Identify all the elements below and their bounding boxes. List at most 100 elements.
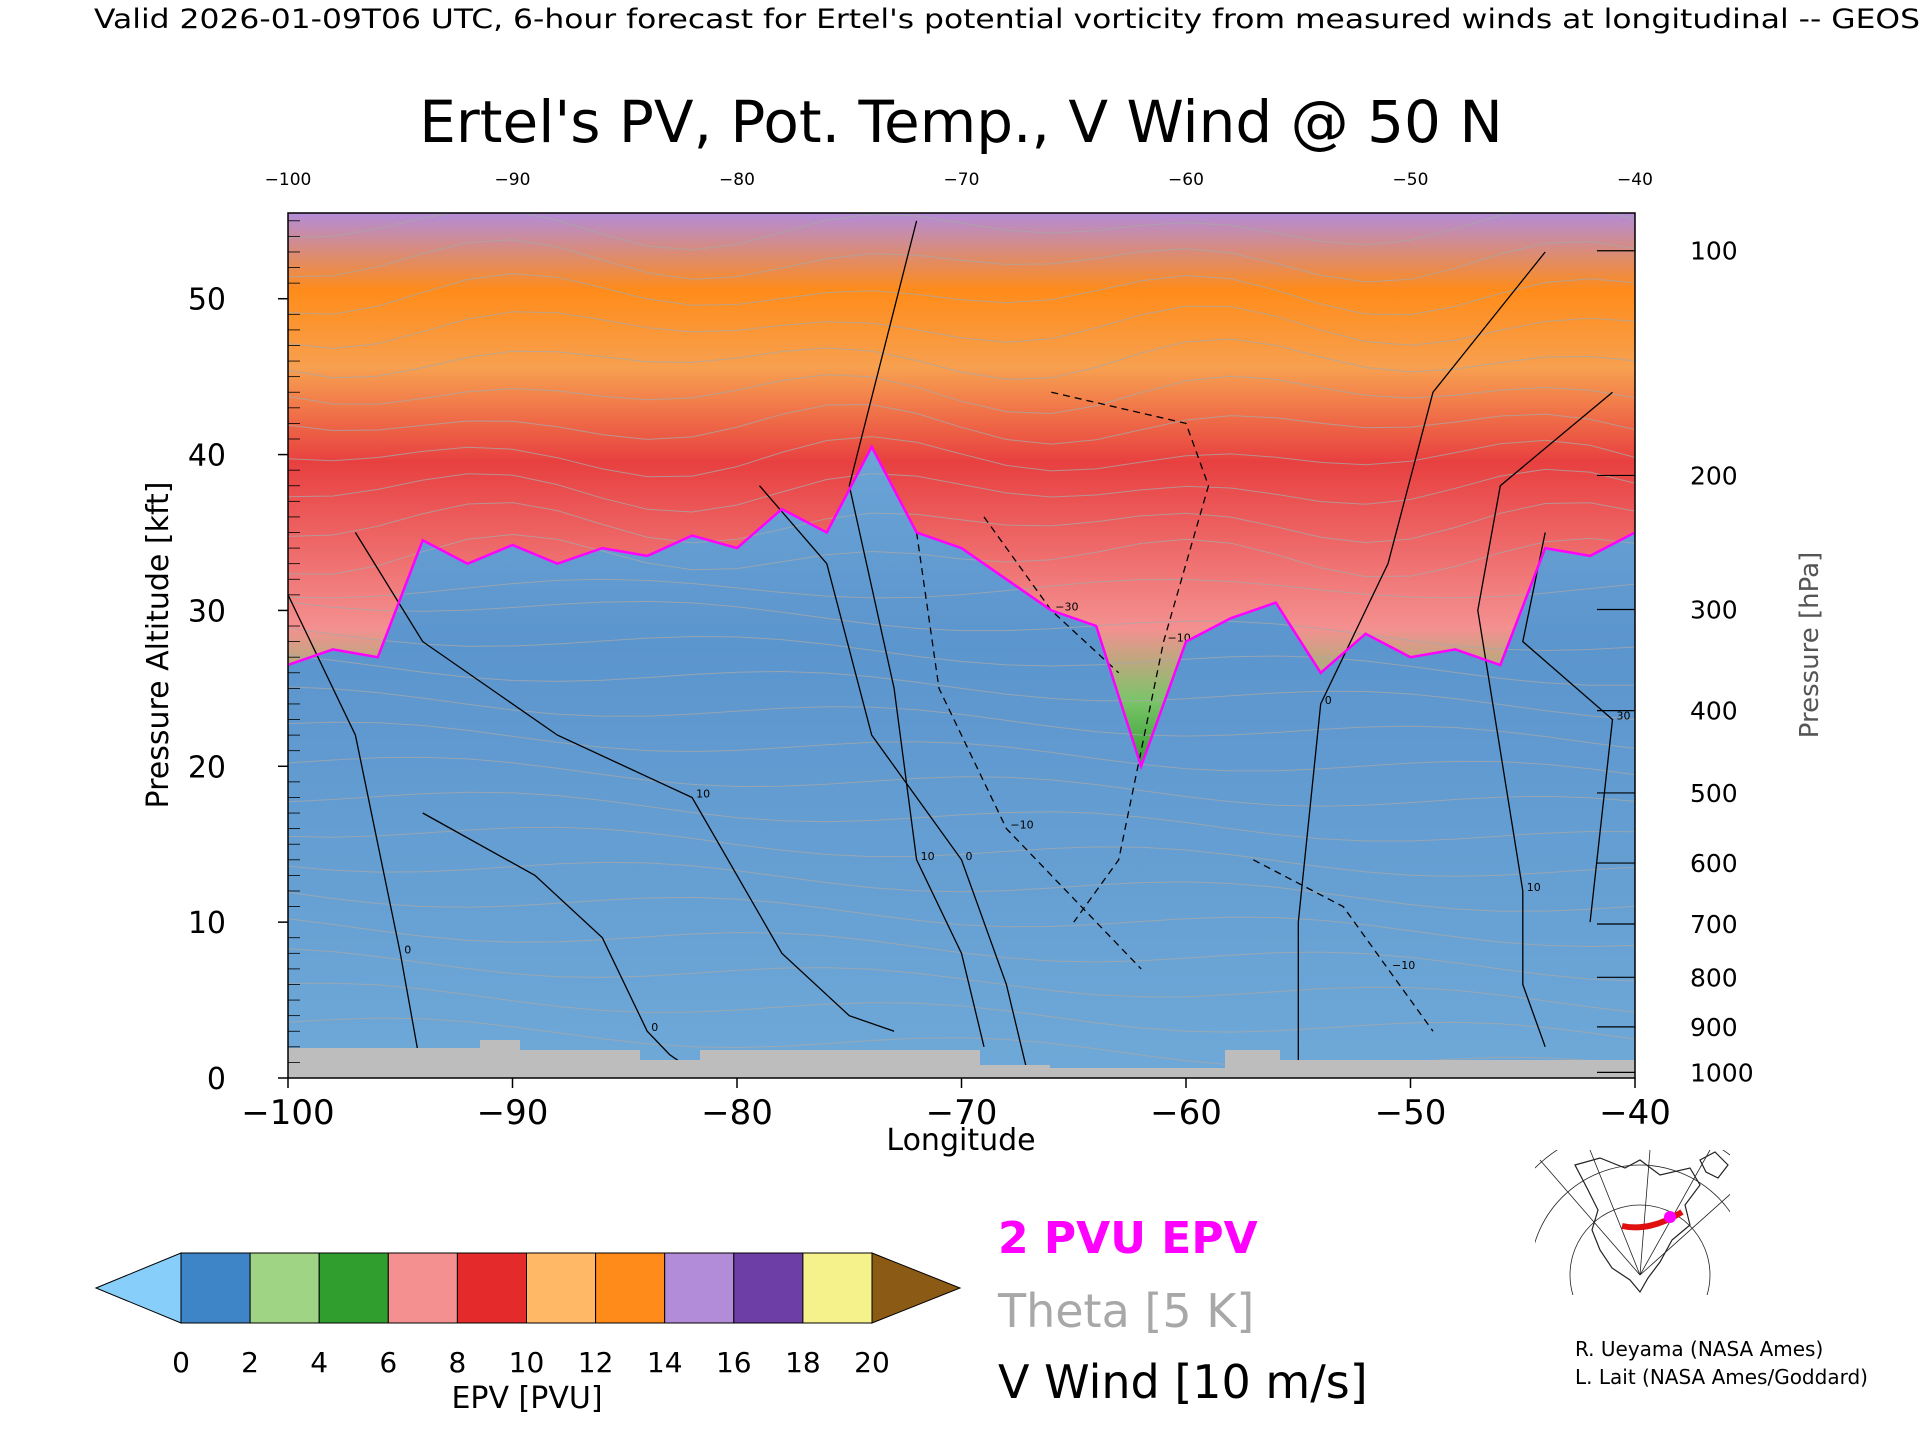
legend-2pvu-epv: 2 PVU EPV: [998, 1213, 1258, 1264]
pressure-tick-label: 100: [1690, 237, 1738, 266]
theta-line: [288, 721, 1635, 776]
colorbar-segment: [180, 1252, 251, 1324]
y-axis-left-title: Pressure Altitude [kft]: [141, 482, 176, 809]
theta-line: [288, 578, 1635, 599]
two-pvu-contour: [288, 444, 1635, 771]
v-wind-contour-label: 0: [1325, 694, 1332, 707]
colorbar-segment: [526, 1252, 597, 1324]
inset-locator-map: [1535, 1150, 1730, 1295]
axes: −100−100−90−90−80−80−70−70−60−60−50−50−4…: [188, 170, 1754, 1133]
epv-colorbar: 0 2 4 6 8 10 12 14 16 18 20: [94, 1252, 962, 1379]
v-wind-contour-line: [288, 594, 424, 1078]
colorbar-under-arrow: [94, 1252, 182, 1324]
theta-line: [288, 756, 1635, 807]
colorbar-segment: [318, 1252, 389, 1324]
v-wind-contour-line: [848, 220, 985, 1047]
y-tick-label: 0: [207, 1062, 226, 1097]
v-wind-contour-line: [1297, 251, 1546, 1078]
theta-line: [288, 374, 1635, 415]
v-wind-contour-line: [915, 532, 1142, 970]
colorbar-tick-label: 8: [448, 1346, 466, 1379]
pressure-tick-label: 900: [1690, 1013, 1738, 1042]
theta-line: [288, 502, 1635, 544]
pressure-tick-label: 300: [1690, 595, 1738, 624]
colorbar-over-arrow: [871, 1252, 962, 1324]
credit-line-1: R. Ueyama (NASA Ames): [1575, 1337, 1823, 1361]
v-wind-contour-line: [759, 485, 1030, 1078]
y-axis-right-title: Pressure [hPa]: [1795, 552, 1825, 739]
v-wind-contour-line: [1522, 532, 1614, 923]
v-wind-contour-line: [1051, 391, 1210, 923]
theta-line: [288, 627, 1635, 686]
y-tick-label: 10: [188, 906, 226, 941]
theta-line: [288, 403, 1635, 445]
theta-line: [288, 468, 1635, 513]
x-tick-label: −80: [701, 1093, 773, 1133]
theta-line: [288, 305, 1635, 350]
v-wind-contours: 0 0 10 0 10 −10 −10 −30 0 10 −10 30: [288, 220, 1631, 1078]
valid-header: Valid 2026-01-09T06 UTC, 6-hour forecast…: [94, 4, 1920, 35]
v-wind-contour-label: −30: [1055, 600, 1078, 613]
top-tick-label: −60: [1168, 170, 1204, 190]
v-wind-contour-line: [422, 812, 693, 1071]
colorbar-segment: [387, 1252, 458, 1324]
x-tick-label: −50: [1375, 1093, 1447, 1133]
chart-title: Ertel's PV, Pot. Temp., V Wind @ 50 N: [419, 88, 1502, 156]
v-wind-contour-line: [1477, 391, 1613, 1048]
v-wind-contour-line: [983, 516, 1120, 674]
v-wind-contour-line: [1252, 859, 1434, 1032]
theta-line: [288, 436, 1635, 478]
colorbar-tick-label: 20: [854, 1346, 890, 1379]
pressure-tick-label: 1000: [1690, 1058, 1754, 1087]
colorbar-segment: [249, 1252, 320, 1324]
colorbar-tick-label: 12: [578, 1346, 614, 1379]
pressure-tick-label: 700: [1690, 910, 1738, 939]
v-wind-contour-label: −10: [1168, 632, 1191, 645]
colorbar-label: EPV [PVU]: [451, 1381, 602, 1416]
colorbar-segment: [733, 1252, 804, 1324]
v-wind-contour-label: 30: [1617, 710, 1631, 723]
x-tick-label: −40: [1599, 1093, 1671, 1133]
theta-line: [288, 654, 1635, 720]
v-wind-contour-label: 10: [921, 850, 935, 863]
y-tick-label: 40: [188, 439, 226, 474]
v-wind-contour-line: [354, 532, 895, 1032]
top-tick-label: −80: [719, 170, 755, 190]
v-wind-contour-label: −10: [1392, 959, 1415, 972]
colorbar-tick-label: 2: [241, 1346, 259, 1379]
legend-v-wind: V Wind [10 m/s]: [998, 1355, 1368, 1409]
pressure-tick-label: 600: [1690, 849, 1738, 878]
v-wind-contour-label: 0: [966, 850, 973, 863]
colorbar-tick-label: 16: [716, 1346, 752, 1379]
v-wind-contour-label: 0: [404, 943, 411, 956]
v-wind-contour-label: 0: [651, 1021, 658, 1034]
pressure-tick-label: 800: [1690, 963, 1738, 992]
theta-line: [288, 861, 1635, 912]
top-tick-label: −90: [495, 170, 531, 190]
colorbar-segment: [595, 1252, 666, 1324]
v-wind-contour-label: 10: [1527, 881, 1541, 894]
y-tick-label: 50: [188, 283, 226, 318]
x-axis-title: Longitude: [886, 1123, 1035, 1158]
colorbar-tick-label: 18: [785, 1346, 821, 1379]
legend-theta: Theta [5 K]: [997, 1284, 1254, 1338]
credit-line-2: L. Lait (NASA Ames/Goddard): [1575, 1365, 1868, 1389]
theta-line: [288, 600, 1635, 652]
colorbar-tick-label: 4: [310, 1346, 328, 1379]
terrain-mask: [288, 1040, 1635, 1078]
y-tick-label: 20: [188, 750, 226, 785]
theta-line: [288, 791, 1635, 842]
top-tick-label: −50: [1393, 170, 1429, 190]
theta-line: [288, 891, 1635, 948]
colorbar-tick-label: 14: [647, 1346, 683, 1379]
theta-line: [288, 213, 1635, 251]
theta-line: [288, 273, 1635, 316]
colorbar-tick-label: 6: [379, 1346, 397, 1379]
x-tick-label: −70: [926, 1093, 998, 1133]
colorbar-tick-label: 10: [509, 1346, 545, 1379]
theta-line: [288, 826, 1635, 877]
x-tick-label: −90: [477, 1093, 549, 1133]
theta-line: [288, 948, 1635, 1013]
theta-line: [288, 982, 1635, 1040]
